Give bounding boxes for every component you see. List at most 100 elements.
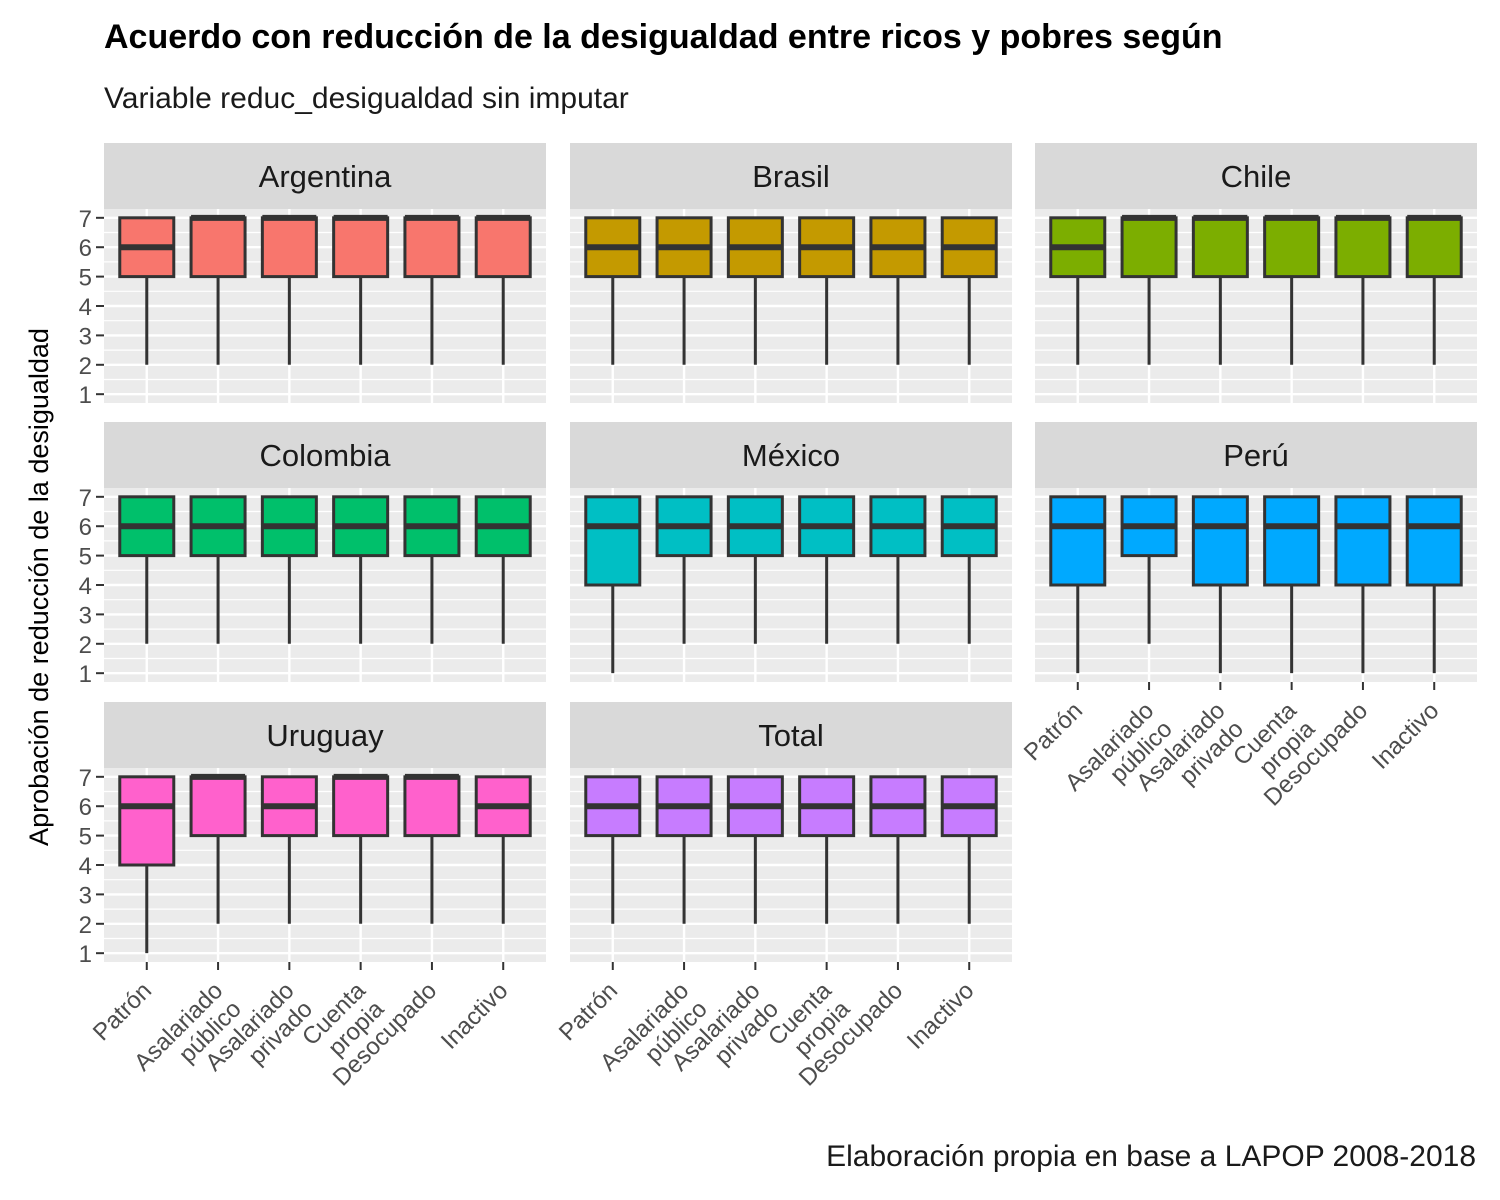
box-4	[332, 773, 390, 924]
x-tick-label-line: Patrón	[554, 977, 623, 1046]
box-3	[1191, 495, 1249, 674]
box-body	[1191, 495, 1249, 587]
x-tick-label: Inactivo	[436, 977, 514, 1055]
x-tick-label: Patrón	[1019, 697, 1088, 766]
box-body	[189, 216, 247, 279]
facet-strip	[570, 143, 1012, 209]
facet-strip	[104, 422, 546, 488]
box-body	[1049, 495, 1107, 587]
y-tick-label: 2	[79, 912, 92, 939]
y-tick-label: 5	[79, 824, 92, 851]
box-body	[1263, 216, 1321, 279]
box-6	[940, 216, 998, 365]
facet-strip-label: Uruguay	[266, 718, 384, 753]
box-3	[726, 775, 784, 924]
box-1	[118, 495, 176, 644]
panel-chile: Chile	[1035, 143, 1477, 403]
box-6	[1405, 495, 1463, 674]
chart-subtitle: Variable reduc_desigualdad sin imputar	[104, 82, 629, 115]
box-5	[869, 495, 927, 644]
x-tick-label-line: Inactivo	[436, 977, 514, 1055]
x-tick-label: Patrón	[88, 977, 157, 1046]
box-body	[118, 775, 176, 867]
x-tick-label: Patrón	[554, 977, 623, 1046]
y-tick-label: 1	[79, 382, 92, 409]
box-body	[1405, 495, 1463, 587]
box-6	[474, 775, 532, 924]
box-2	[189, 773, 247, 924]
box-1	[1049, 216, 1107, 365]
y-tick-label: 2	[79, 353, 92, 380]
y-tick-label: 6	[79, 235, 92, 262]
y-tick-label: 2	[79, 632, 92, 659]
box-4	[798, 775, 856, 924]
box-5	[403, 773, 461, 924]
y-tick-label: 3	[79, 323, 92, 350]
box-5	[1334, 495, 1392, 674]
facet-strip	[104, 143, 546, 209]
facet-strip	[570, 702, 1012, 768]
x-tick-label: Inactivo	[902, 977, 980, 1055]
x-tick-label-line: Inactivo	[902, 977, 980, 1055]
box-3	[726, 216, 784, 365]
x-tick-label-line: Patrón	[1019, 697, 1088, 766]
chart-title: Acuerdo con reducción de la desigualdad …	[104, 18, 1223, 56]
panel-uruguay: Uruguay1234567PatrónAsalariadopúblicoAsa…	[79, 702, 546, 1092]
y-tick-label: 4	[79, 853, 92, 880]
box-3	[260, 775, 318, 924]
panel-colombia: Colombia 12 345 67	[79, 422, 546, 688]
box-5	[403, 495, 461, 644]
facet-strip-label: México	[742, 438, 840, 473]
y-tick-label: 7	[79, 485, 92, 512]
y-tick-label: 1	[79, 661, 92, 688]
box-body	[332, 775, 390, 838]
x-tick-label: Inactivo	[1367, 697, 1445, 775]
box-5	[403, 214, 461, 365]
box-4	[332, 495, 390, 644]
box-6	[940, 495, 998, 644]
y-axis-title: Aprobación de reducción de la desigualda…	[24, 328, 54, 846]
box-1	[584, 216, 642, 365]
y-tick-label: 4	[79, 573, 92, 600]
facet-strip-label: Brasil	[752, 159, 830, 194]
box-body	[1120, 216, 1178, 279]
box-4	[1263, 214, 1321, 365]
box-body	[1263, 495, 1321, 587]
y-tick-label: 1	[79, 941, 92, 968]
box-1	[118, 775, 176, 954]
y-tick-label: 3	[79, 882, 92, 909]
box-5	[869, 775, 927, 924]
facet-strip-label: Colombia	[260, 438, 392, 473]
y-tick-label: 6	[79, 514, 92, 541]
facet-strip	[104, 702, 546, 768]
box-3	[726, 495, 784, 644]
facet-strip	[1035, 422, 1477, 488]
box-body	[1191, 216, 1249, 279]
box-1	[584, 775, 642, 924]
box-body	[584, 495, 642, 587]
facet-strip-label: Total	[758, 718, 823, 753]
box-5	[1334, 214, 1392, 365]
box-4	[798, 495, 856, 644]
y-tick-label: 7	[79, 765, 92, 792]
box-2	[655, 775, 713, 924]
panel-mxico: México	[570, 422, 1012, 682]
box-2	[655, 216, 713, 365]
y-tick-label: 5	[79, 265, 92, 292]
box-body	[1334, 495, 1392, 587]
y-tick-label: 7	[79, 206, 92, 233]
y-tick-label: 6	[79, 794, 92, 821]
box-3	[1191, 214, 1249, 365]
box-4	[332, 214, 390, 365]
box-body	[260, 216, 318, 279]
box-2	[655, 495, 713, 644]
box-body	[1334, 216, 1392, 279]
box-4	[1263, 495, 1321, 674]
box-body	[1405, 216, 1463, 279]
panel-brasil: Brasil	[570, 143, 1012, 403]
facet-strip	[570, 422, 1012, 488]
box-1	[118, 216, 176, 365]
chart-caption: Elaboración propia en base a LAPOP 2008-…	[826, 1140, 1476, 1173]
facet-strip-label: Perú	[1223, 438, 1288, 473]
